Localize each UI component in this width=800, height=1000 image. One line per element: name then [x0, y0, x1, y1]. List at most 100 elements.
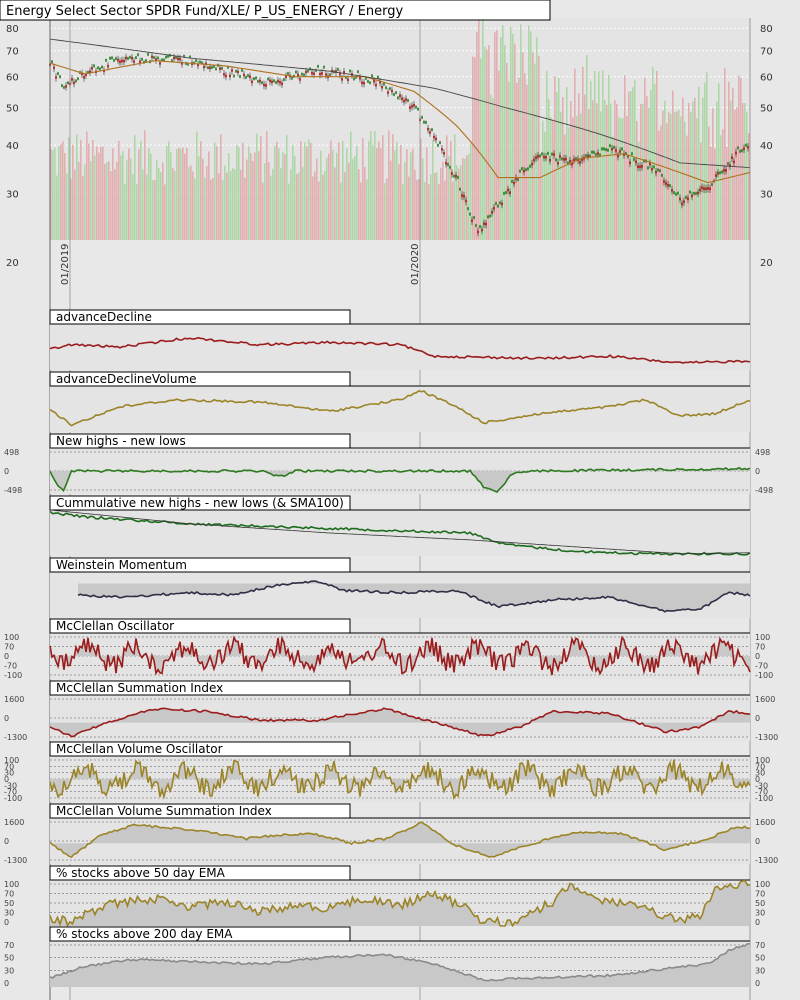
volume-bar — [264, 163, 266, 240]
candle-body — [539, 154, 541, 158]
candle-body — [689, 190, 691, 194]
volume-bar — [656, 70, 658, 240]
volume-bar — [720, 135, 722, 240]
candle-body — [379, 80, 381, 84]
volume-bar — [652, 67, 654, 241]
volume-bar — [278, 148, 280, 240]
volume-bar — [182, 147, 184, 240]
candle-body — [141, 58, 143, 61]
candle-body — [581, 158, 583, 161]
volume-bar — [604, 99, 606, 240]
candle-body — [227, 65, 229, 69]
volume-bar — [596, 103, 598, 240]
volume-bar — [680, 116, 682, 240]
candle-body — [233, 74, 235, 78]
volume-bar — [420, 138, 422, 240]
indicator-y-tick-right: 0 — [755, 467, 760, 476]
candle-body — [139, 60, 141, 64]
candle-body — [701, 186, 703, 189]
candle-body — [157, 56, 159, 60]
candle-body — [619, 150, 621, 153]
volume-bar — [534, 63, 536, 240]
volume-bar — [84, 164, 86, 240]
candle-body — [721, 170, 723, 174]
volume-bar — [514, 43, 516, 241]
volume-bar — [320, 150, 322, 240]
volume-bar — [444, 180, 446, 240]
volume-bar — [346, 148, 348, 240]
candle-body — [461, 194, 463, 197]
volume-bar — [212, 178, 214, 240]
volume-bar — [136, 184, 138, 240]
candle-body — [261, 81, 263, 84]
volume-bar — [244, 177, 246, 240]
volume-bar — [594, 70, 596, 240]
volume-bar — [666, 123, 668, 240]
volume-bar — [308, 139, 310, 240]
candle-body — [549, 158, 551, 162]
candle-body — [341, 78, 343, 81]
volume-bar — [156, 160, 158, 240]
indicator-label: advanceDeclineVolume — [56, 372, 197, 386]
candle-body — [571, 162, 573, 166]
indicator-y-tick-left: -70 — [4, 788, 17, 797]
indicator-y-tick-left: 1600 — [4, 818, 24, 827]
candle-body — [625, 152, 627, 155]
volume-bar — [450, 140, 452, 240]
volume-bar — [500, 37, 502, 240]
volume-bar — [696, 118, 698, 240]
volume-bar — [580, 113, 582, 240]
candle-body — [325, 73, 327, 76]
main-y-tick-left: 50 — [6, 103, 19, 114]
volume-bar — [440, 167, 442, 240]
candle-body — [269, 79, 271, 83]
volume-bar — [358, 169, 360, 240]
candle-body — [695, 192, 697, 195]
candle-body — [711, 183, 713, 186]
candle-body — [535, 156, 537, 159]
indicator-label: % stocks above 50 day EMA — [56, 866, 226, 880]
candle-body — [615, 149, 617, 152]
volume-bar — [238, 146, 240, 240]
volume-bar — [188, 167, 190, 240]
candle-body — [693, 192, 695, 195]
indicator-y-tick-right: 30 — [755, 909, 765, 918]
volume-bar — [318, 181, 320, 240]
main-y-tick-left: 70 — [6, 47, 19, 58]
candle-body — [623, 153, 625, 156]
candle-body — [323, 65, 325, 69]
volume-bar — [632, 87, 634, 240]
volume-bar — [178, 148, 180, 240]
candle-body — [337, 68, 339, 71]
volume-bar — [284, 154, 286, 240]
volume-bar — [502, 25, 504, 240]
candle-body — [697, 191, 699, 195]
candle-body — [249, 75, 251, 78]
volume-bar — [478, 0, 480, 241]
candle-body — [53, 66, 55, 70]
volume-bar — [622, 117, 624, 240]
candle-body — [565, 157, 567, 161]
candle-body — [543, 155, 545, 159]
volume-bar — [542, 120, 544, 240]
volume-bar — [234, 169, 236, 240]
candle-body — [277, 79, 279, 83]
volume-bar — [260, 136, 262, 240]
indicator-label: advanceDecline — [56, 310, 152, 324]
candle-body — [59, 75, 61, 78]
candle-body — [271, 80, 273, 84]
volume-bar — [184, 153, 186, 240]
volume-bar — [372, 145, 374, 240]
indicator-y-tick-right: 1600 — [755, 695, 775, 704]
candle-body — [257, 80, 259, 83]
volume-bar — [174, 171, 176, 240]
chart-title: Energy Select Sector SPDR Fund/XLE/ P_US… — [6, 4, 403, 19]
volume-bar — [736, 107, 738, 240]
indicator-label: Weinstein Momentum — [56, 558, 187, 572]
candle-body — [633, 158, 635, 161]
candle-body — [415, 105, 417, 109]
indicator-y-tick-right: -1300 — [755, 733, 778, 742]
candle-body — [527, 167, 529, 171]
volume-bar — [676, 111, 678, 241]
candle-body — [395, 91, 397, 94]
